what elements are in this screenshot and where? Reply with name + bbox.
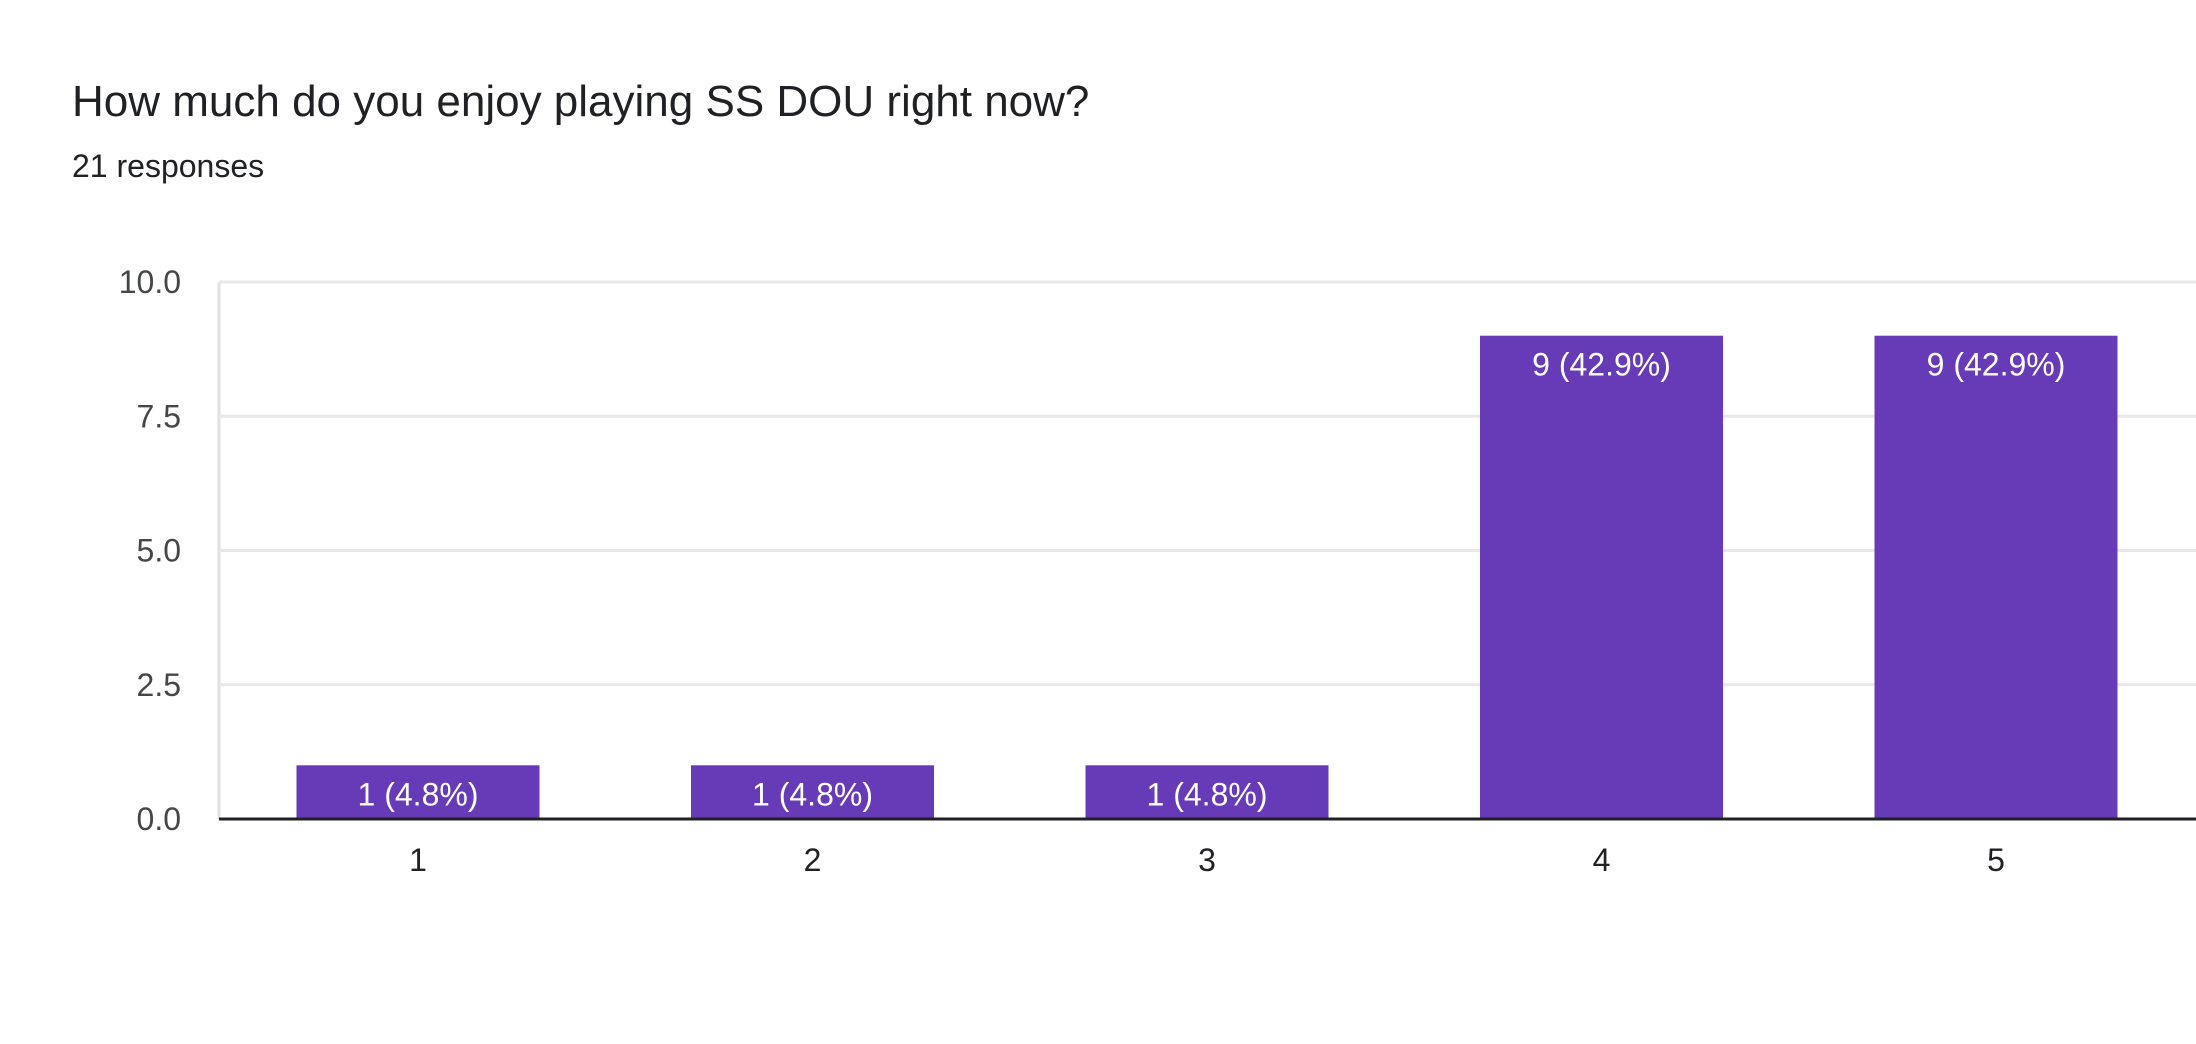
- data-label: 9 (42.9%): [1532, 347, 1671, 383]
- data-label: 1 (4.8%): [1147, 776, 1268, 812]
- y-tick-label: 0.0: [137, 801, 181, 837]
- gridlines: [217, 280, 2196, 819]
- data-label: 1 (4.8%): [752, 776, 873, 812]
- y-tick-label: 2.5: [137, 667, 181, 703]
- bar: [296, 765, 540, 819]
- bars: 1 (4.8%) 1 (4.8%) 1 (4.8%) 9 (42.9%) 9 (42.9…: [219, 335, 2196, 821]
- x-tick-label: 4: [1593, 842, 1611, 878]
- bar: [691, 765, 934, 819]
- y-tick-label: 5.0: [137, 533, 181, 569]
- y-tick-label: 10.0: [119, 264, 181, 300]
- bar: [1874, 335, 2118, 819]
- chart-title: How much do you enjoy playing SS DOU rig…: [72, 77, 1090, 126]
- x-tick-label: 5: [1987, 842, 2005, 878]
- y-tick-label: 7.5: [137, 398, 181, 434]
- x-tick-label: 3: [1198, 842, 1216, 878]
- data-label: 9 (42.9%): [1927, 347, 2066, 383]
- x-tick-label: 2: [804, 842, 822, 878]
- response-count: 21 responses: [72, 148, 265, 184]
- bar: [1085, 765, 1329, 819]
- y-axis-ticks: 0.0 2.5 5.0 7.5 10.0: [119, 264, 181, 837]
- data-label: 1 (4.8%): [358, 776, 479, 812]
- bar: [1480, 335, 1723, 819]
- x-tick-label: 1: [409, 842, 427, 878]
- x-axis-ticks: 1 2 3 4 5: [409, 842, 2005, 878]
